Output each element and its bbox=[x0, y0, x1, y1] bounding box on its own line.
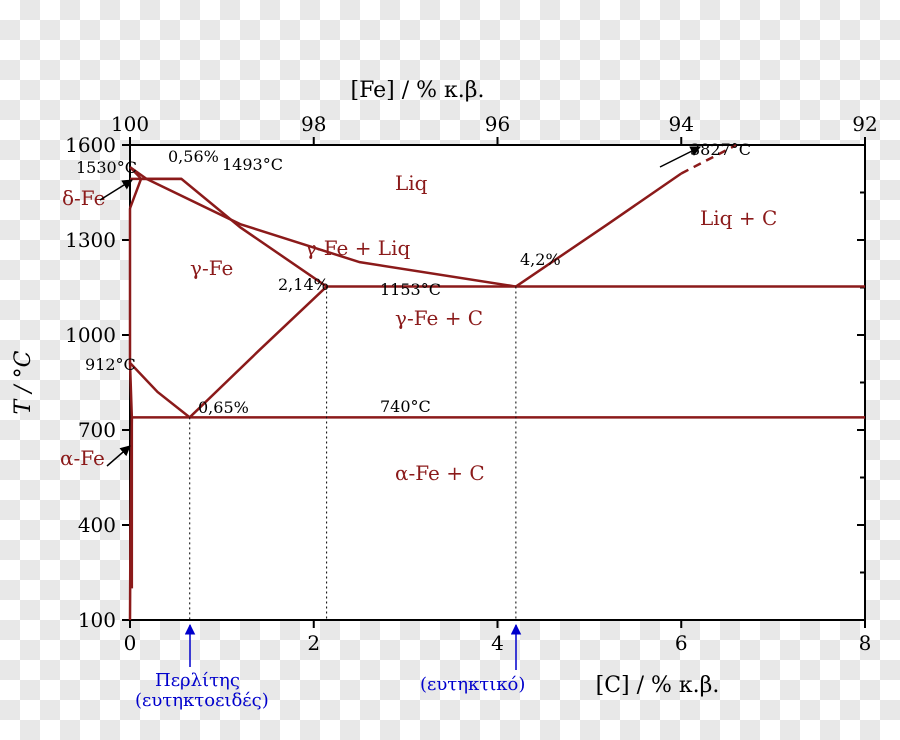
region-label: Liq bbox=[395, 171, 428, 195]
point-label: 1493°C bbox=[222, 155, 283, 174]
xtick-bottom: 4 bbox=[491, 631, 504, 655]
region-label: γ-Fe + Liq bbox=[305, 236, 410, 260]
ytick: 1000 bbox=[65, 323, 116, 347]
xtick-bottom: 0 bbox=[124, 631, 137, 655]
region-label: δ-Fe bbox=[62, 186, 105, 210]
point-label: 4,2% bbox=[520, 250, 561, 269]
point-label: 1153°C bbox=[380, 280, 441, 299]
point-label: 912°C bbox=[85, 355, 136, 374]
point-label: 0,65% bbox=[198, 398, 249, 417]
region-label: Liq + C bbox=[700, 206, 777, 230]
ytick: 1300 bbox=[65, 228, 116, 252]
region-label: γ-Fe bbox=[190, 256, 233, 280]
y-axis-label: T / °C bbox=[11, 350, 36, 414]
region-label: α-Fe + C bbox=[395, 461, 485, 485]
x-top-label: [Fe] / % κ.β. bbox=[351, 78, 485, 103]
point-label: 2,14% bbox=[278, 275, 329, 294]
ytick: 100 bbox=[78, 608, 116, 632]
footnote-label: (ευτηκτικό) bbox=[420, 674, 525, 695]
xtick-bottom: 8 bbox=[859, 631, 872, 655]
point-label: 0,56% bbox=[168, 147, 219, 166]
ytick: 400 bbox=[78, 513, 116, 537]
x-bottom-label: [C] / % κ.β. bbox=[596, 673, 720, 698]
xtick-bottom: 2 bbox=[307, 631, 320, 655]
region-label: γ-Fe + C bbox=[395, 306, 483, 330]
point-label: 1530°C bbox=[76, 158, 137, 177]
point-label: 3827°C bbox=[690, 140, 751, 159]
point-label: 740°C bbox=[380, 397, 431, 416]
ytick: 700 bbox=[78, 418, 116, 442]
xtick-top: 92 bbox=[852, 112, 877, 136]
xtick-top: 94 bbox=[669, 112, 694, 136]
xtick-top: 100 bbox=[111, 112, 149, 136]
region-label: α-Fe bbox=[60, 446, 105, 470]
annotation-arrow bbox=[107, 446, 130, 466]
xtick-bottom: 6 bbox=[675, 631, 688, 655]
xtick-top: 96 bbox=[485, 112, 510, 136]
footnote-label: (ευτηκτοειδές) bbox=[135, 690, 269, 711]
xtick-top: 98 bbox=[301, 112, 326, 136]
footnote-label: Περλίτης bbox=[155, 670, 240, 691]
ytick: 1600 bbox=[65, 133, 116, 157]
phase-diagram: 100 400 700 1000 1300 1600 0 2 4 6 8 100 98 96 94 92 T /… bbox=[0, 0, 900, 740]
